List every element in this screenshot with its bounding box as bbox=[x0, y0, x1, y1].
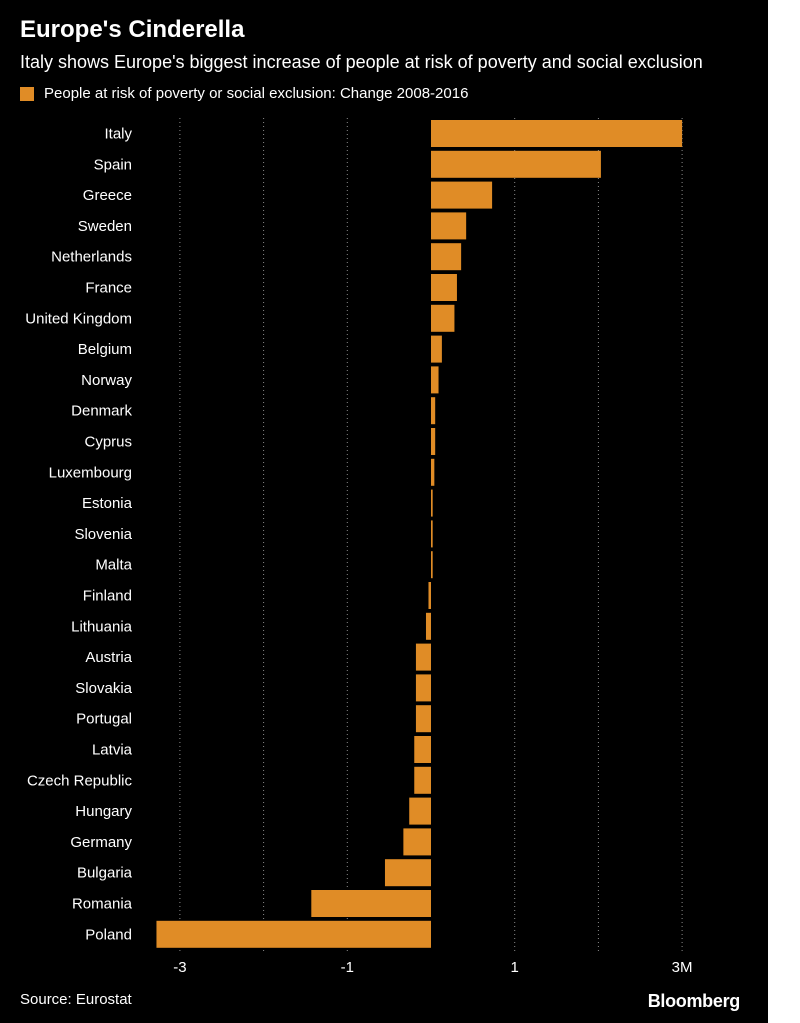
bar-denmark bbox=[431, 397, 436, 425]
category-label: Portugal bbox=[76, 711, 132, 728]
bar-slovakia bbox=[415, 674, 431, 702]
bar-italy bbox=[431, 120, 683, 147]
category-label: France bbox=[85, 280, 132, 297]
category-label: Sweden bbox=[78, 218, 132, 235]
x-tick-label: -3 bbox=[173, 959, 186, 976]
x-tick-label: -1 bbox=[341, 959, 354, 976]
legend-swatch bbox=[20, 86, 34, 101]
category-label: Hungary bbox=[75, 803, 132, 820]
category-label: Slovakia bbox=[75, 680, 132, 697]
category-label: Greece bbox=[83, 187, 132, 204]
category-label: Romania bbox=[72, 896, 133, 913]
bar-chart: Italy Spain Greece Sweden Netherlands France U… bbox=[25, 118, 693, 976]
category-label: Lithuania bbox=[71, 618, 133, 635]
category-label: Netherlands bbox=[51, 249, 132, 266]
category-label: Austria bbox=[85, 649, 132, 666]
category-label: Belgium bbox=[78, 341, 132, 358]
chart-subtitle: Italy shows Europe's biggest increase of… bbox=[20, 52, 703, 72]
legend-label: People at risk of poverty or social excl… bbox=[44, 85, 469, 102]
bar-luxembourg bbox=[431, 458, 435, 486]
bar-netherlands bbox=[431, 243, 462, 271]
category-label: United Kingdom bbox=[25, 310, 132, 327]
bar-spain bbox=[431, 150, 601, 178]
category-label: Finland bbox=[83, 588, 132, 605]
category-label: Estonia bbox=[82, 495, 133, 512]
bar-sweden bbox=[431, 212, 467, 240]
bar-romania bbox=[311, 890, 431, 917]
bar-hungary bbox=[409, 797, 431, 825]
brand-logo: Bloomberg bbox=[647, 991, 741, 1011]
category-label: Poland bbox=[85, 926, 132, 943]
category-label: Cyprus bbox=[84, 434, 132, 451]
legend: People at risk of poverty or social excl… bbox=[20, 85, 468, 102]
category-label: Bulgaria bbox=[77, 865, 133, 882]
category-label: Luxembourg bbox=[49, 464, 132, 481]
bar-norway bbox=[431, 366, 439, 394]
bar-germany bbox=[403, 828, 431, 856]
bar-greece bbox=[431, 181, 493, 209]
bar-slovenia bbox=[431, 520, 433, 548]
bar-austria bbox=[415, 643, 431, 671]
category-label: Czech Republic bbox=[27, 772, 133, 789]
bar-bulgaria bbox=[384, 859, 431, 887]
category-label: Latvia bbox=[92, 742, 133, 759]
bar-czech-republic bbox=[414, 766, 431, 794]
source-note: Source: Eurostat bbox=[20, 991, 132, 1008]
category-label: Slovenia bbox=[74, 526, 132, 543]
category-label: Norway bbox=[81, 372, 132, 389]
bar-belgium bbox=[431, 335, 442, 363]
bar-lithuania bbox=[425, 612, 431, 640]
bar-malta bbox=[431, 551, 433, 579]
chart-card: Europe's Cinderella Italy shows Europe's… bbox=[0, 0, 768, 1023]
bar-united-kingdom bbox=[431, 304, 455, 332]
category-label: Spain bbox=[94, 156, 132, 173]
category-label: Germany bbox=[70, 834, 132, 851]
category-label: Italy bbox=[104, 126, 132, 143]
bar-cyprus bbox=[431, 428, 436, 455]
bar-finland bbox=[428, 582, 431, 609]
category-label: Denmark bbox=[71, 403, 132, 420]
bar-france bbox=[431, 274, 457, 301]
x-tick-label: 1 bbox=[511, 959, 519, 976]
chart-title: Europe's Cinderella bbox=[20, 16, 245, 43]
bar-estonia bbox=[431, 489, 433, 517]
category-label: Malta bbox=[95, 557, 132, 574]
x-tick-label: 3M bbox=[672, 959, 693, 976]
bar-poland bbox=[156, 920, 432, 948]
bar-latvia bbox=[414, 736, 431, 763]
bar-portugal bbox=[415, 705, 431, 733]
